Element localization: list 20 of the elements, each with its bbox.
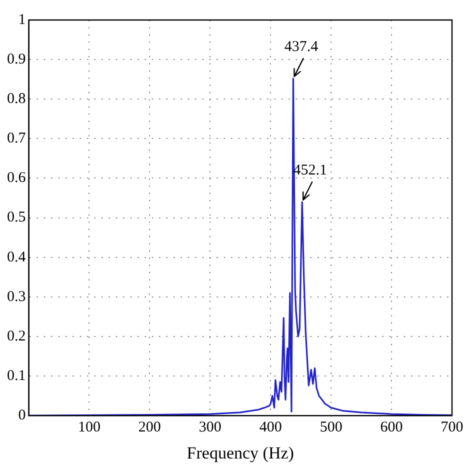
y-tick-label: 0.5 bbox=[7, 210, 26, 226]
y-tick-label: 0.1 bbox=[7, 368, 26, 384]
annotation: 437.4 bbox=[284, 38, 319, 55]
y-tick-label: 0.3 bbox=[7, 288, 26, 305]
y-tick-label: 0.4 bbox=[7, 249, 26, 266]
y-tick-label: 0.2 bbox=[7, 328, 26, 344]
x-tick-label: 700 bbox=[440, 420, 464, 436]
x-tick-label: 400 bbox=[259, 420, 282, 436]
x-tick-label: 600 bbox=[380, 420, 403, 436]
x-tick-label: 100 bbox=[78, 420, 100, 436]
x-tick-label: 300 bbox=[198, 420, 222, 436]
y-tick-label: 0.7 bbox=[7, 130, 26, 147]
y-tick-label: 0.8 bbox=[7, 91, 26, 108]
y-tick-label: 0.6 bbox=[7, 170, 26, 186]
x-axis-title: Frequency (Hz) bbox=[186, 443, 294, 462]
x-tick-label: 200 bbox=[138, 420, 161, 436]
y-tick-label: 0.9 bbox=[7, 52, 26, 68]
y-tick-label: 0 bbox=[18, 408, 26, 424]
x-tick-label: 500 bbox=[320, 420, 342, 436]
y-tick-label: 1 bbox=[18, 12, 26, 28]
